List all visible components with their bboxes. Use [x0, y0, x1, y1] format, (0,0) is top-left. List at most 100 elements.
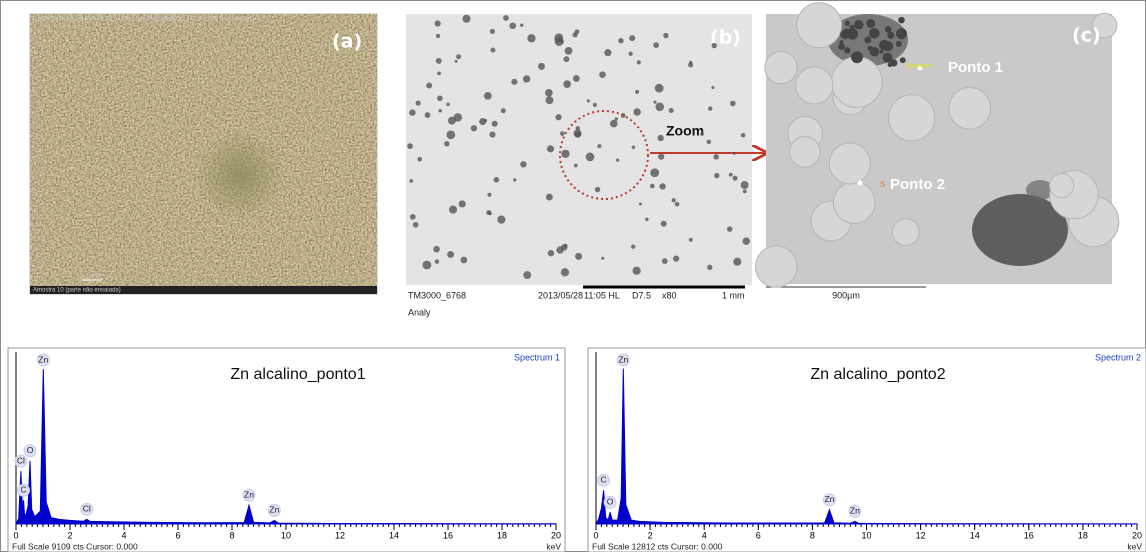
pit: [1050, 173, 1074, 197]
particle: [416, 101, 421, 106]
spectrum-tag: S: [880, 180, 885, 189]
particle: [614, 117, 618, 121]
particle: [669, 108, 674, 113]
particle: [688, 62, 693, 67]
x-tick-label: 18: [1078, 530, 1088, 540]
particle: [655, 103, 664, 112]
particle: [742, 237, 750, 245]
particle: [490, 48, 495, 53]
x-tick-label: 20: [551, 530, 561, 540]
x-tick-label: 20: [1132, 530, 1142, 540]
particle: [885, 26, 892, 33]
particle: [845, 21, 850, 26]
particle: [545, 96, 553, 104]
particle: [844, 47, 850, 53]
x-unit: keV: [1127, 541, 1142, 551]
image-footer: Amostra 10 (parte não ensaiada): [33, 288, 121, 294]
particle: [575, 253, 582, 260]
particle: [574, 164, 578, 168]
particle: [523, 271, 531, 279]
zoom-label: Zoom: [666, 123, 704, 139]
particle: [548, 250, 554, 256]
particle: [503, 15, 509, 21]
particle: [459, 200, 466, 207]
particle: [436, 58, 442, 64]
particle: [455, 60, 458, 63]
x-tick-label: 12: [916, 530, 926, 540]
caption: 11:05 HL: [584, 290, 620, 300]
x-tick-label: 14: [389, 530, 399, 540]
point-marker: [858, 181, 863, 186]
particle: [610, 120, 618, 128]
particle: [437, 71, 441, 75]
x-tick-label: 6: [756, 530, 761, 540]
x-tick-label: 10: [861, 530, 871, 540]
particle: [689, 238, 693, 242]
peak-label: Zn: [824, 494, 834, 504]
x-tick-label: 12: [335, 530, 345, 540]
particle: [631, 245, 635, 249]
pit: [949, 87, 991, 129]
x-tick-label: 4: [702, 530, 707, 540]
x-tick-label: 8: [810, 530, 815, 540]
particle: [887, 32, 894, 39]
particle: [433, 246, 440, 253]
chart-footer: Full Scale 9109 cts Cursor: 0.000: [12, 541, 138, 551]
particle: [426, 83, 432, 89]
particle: [653, 101, 656, 104]
particle: [881, 45, 885, 49]
caption: x80: [662, 290, 677, 300]
x-tick-label: 0: [13, 530, 18, 540]
particle: [604, 49, 611, 56]
particle: [565, 47, 573, 55]
pit: [756, 246, 797, 287]
peak-label: Zn: [38, 354, 48, 364]
particle: [659, 183, 665, 189]
pit: [889, 95, 935, 141]
particle: [597, 144, 601, 148]
peak-label: C: [601, 475, 607, 485]
particle: [629, 35, 635, 41]
particle: [662, 258, 668, 264]
particle: [494, 177, 500, 183]
spectrum-chart: 02468101214161820ClCOZnClZnZnSpectrum 1Z…: [8, 348, 565, 552]
pit: [790, 137, 821, 168]
particle: [616, 158, 619, 161]
particle: [425, 112, 431, 118]
particle: [484, 119, 487, 122]
particle: [727, 226, 732, 231]
particle: [866, 20, 871, 25]
particle: [511, 79, 517, 85]
particle: [743, 189, 747, 193]
particle: [575, 131, 581, 137]
peak-label: Zn: [244, 489, 254, 499]
particle: [561, 268, 569, 276]
particle: [486, 210, 491, 215]
particle: [513, 178, 516, 181]
particle: [635, 90, 639, 94]
peak-label: O: [27, 445, 34, 455]
particle: [639, 202, 642, 205]
particle: [655, 84, 664, 93]
particle: [593, 103, 597, 107]
spectrum-chart: 02468101214161820COZnZnZnSpectrum 2Zn al…: [588, 348, 1146, 552]
particle: [447, 251, 454, 258]
spectrum-title: Spectrum 2: [1095, 352, 1141, 362]
peak-label: O: [607, 497, 614, 507]
particle: [563, 80, 571, 88]
corrosion-spot: [195, 130, 285, 220]
scale-label: 1 mm: [86, 274, 101, 280]
particle: [650, 184, 655, 189]
caption: 2013/05/28: [538, 290, 583, 300]
particle: [523, 75, 530, 82]
spectrum-tag: Spectrum: [906, 64, 932, 70]
particle: [729, 173, 733, 177]
particle: [650, 168, 659, 177]
particle: [490, 29, 495, 34]
peak-label: Cl: [17, 455, 25, 465]
particle: [601, 257, 604, 260]
panel-label: (a): [332, 31, 362, 53]
particle: [712, 43, 717, 48]
particle: [896, 28, 907, 39]
particle: [417, 157, 422, 162]
